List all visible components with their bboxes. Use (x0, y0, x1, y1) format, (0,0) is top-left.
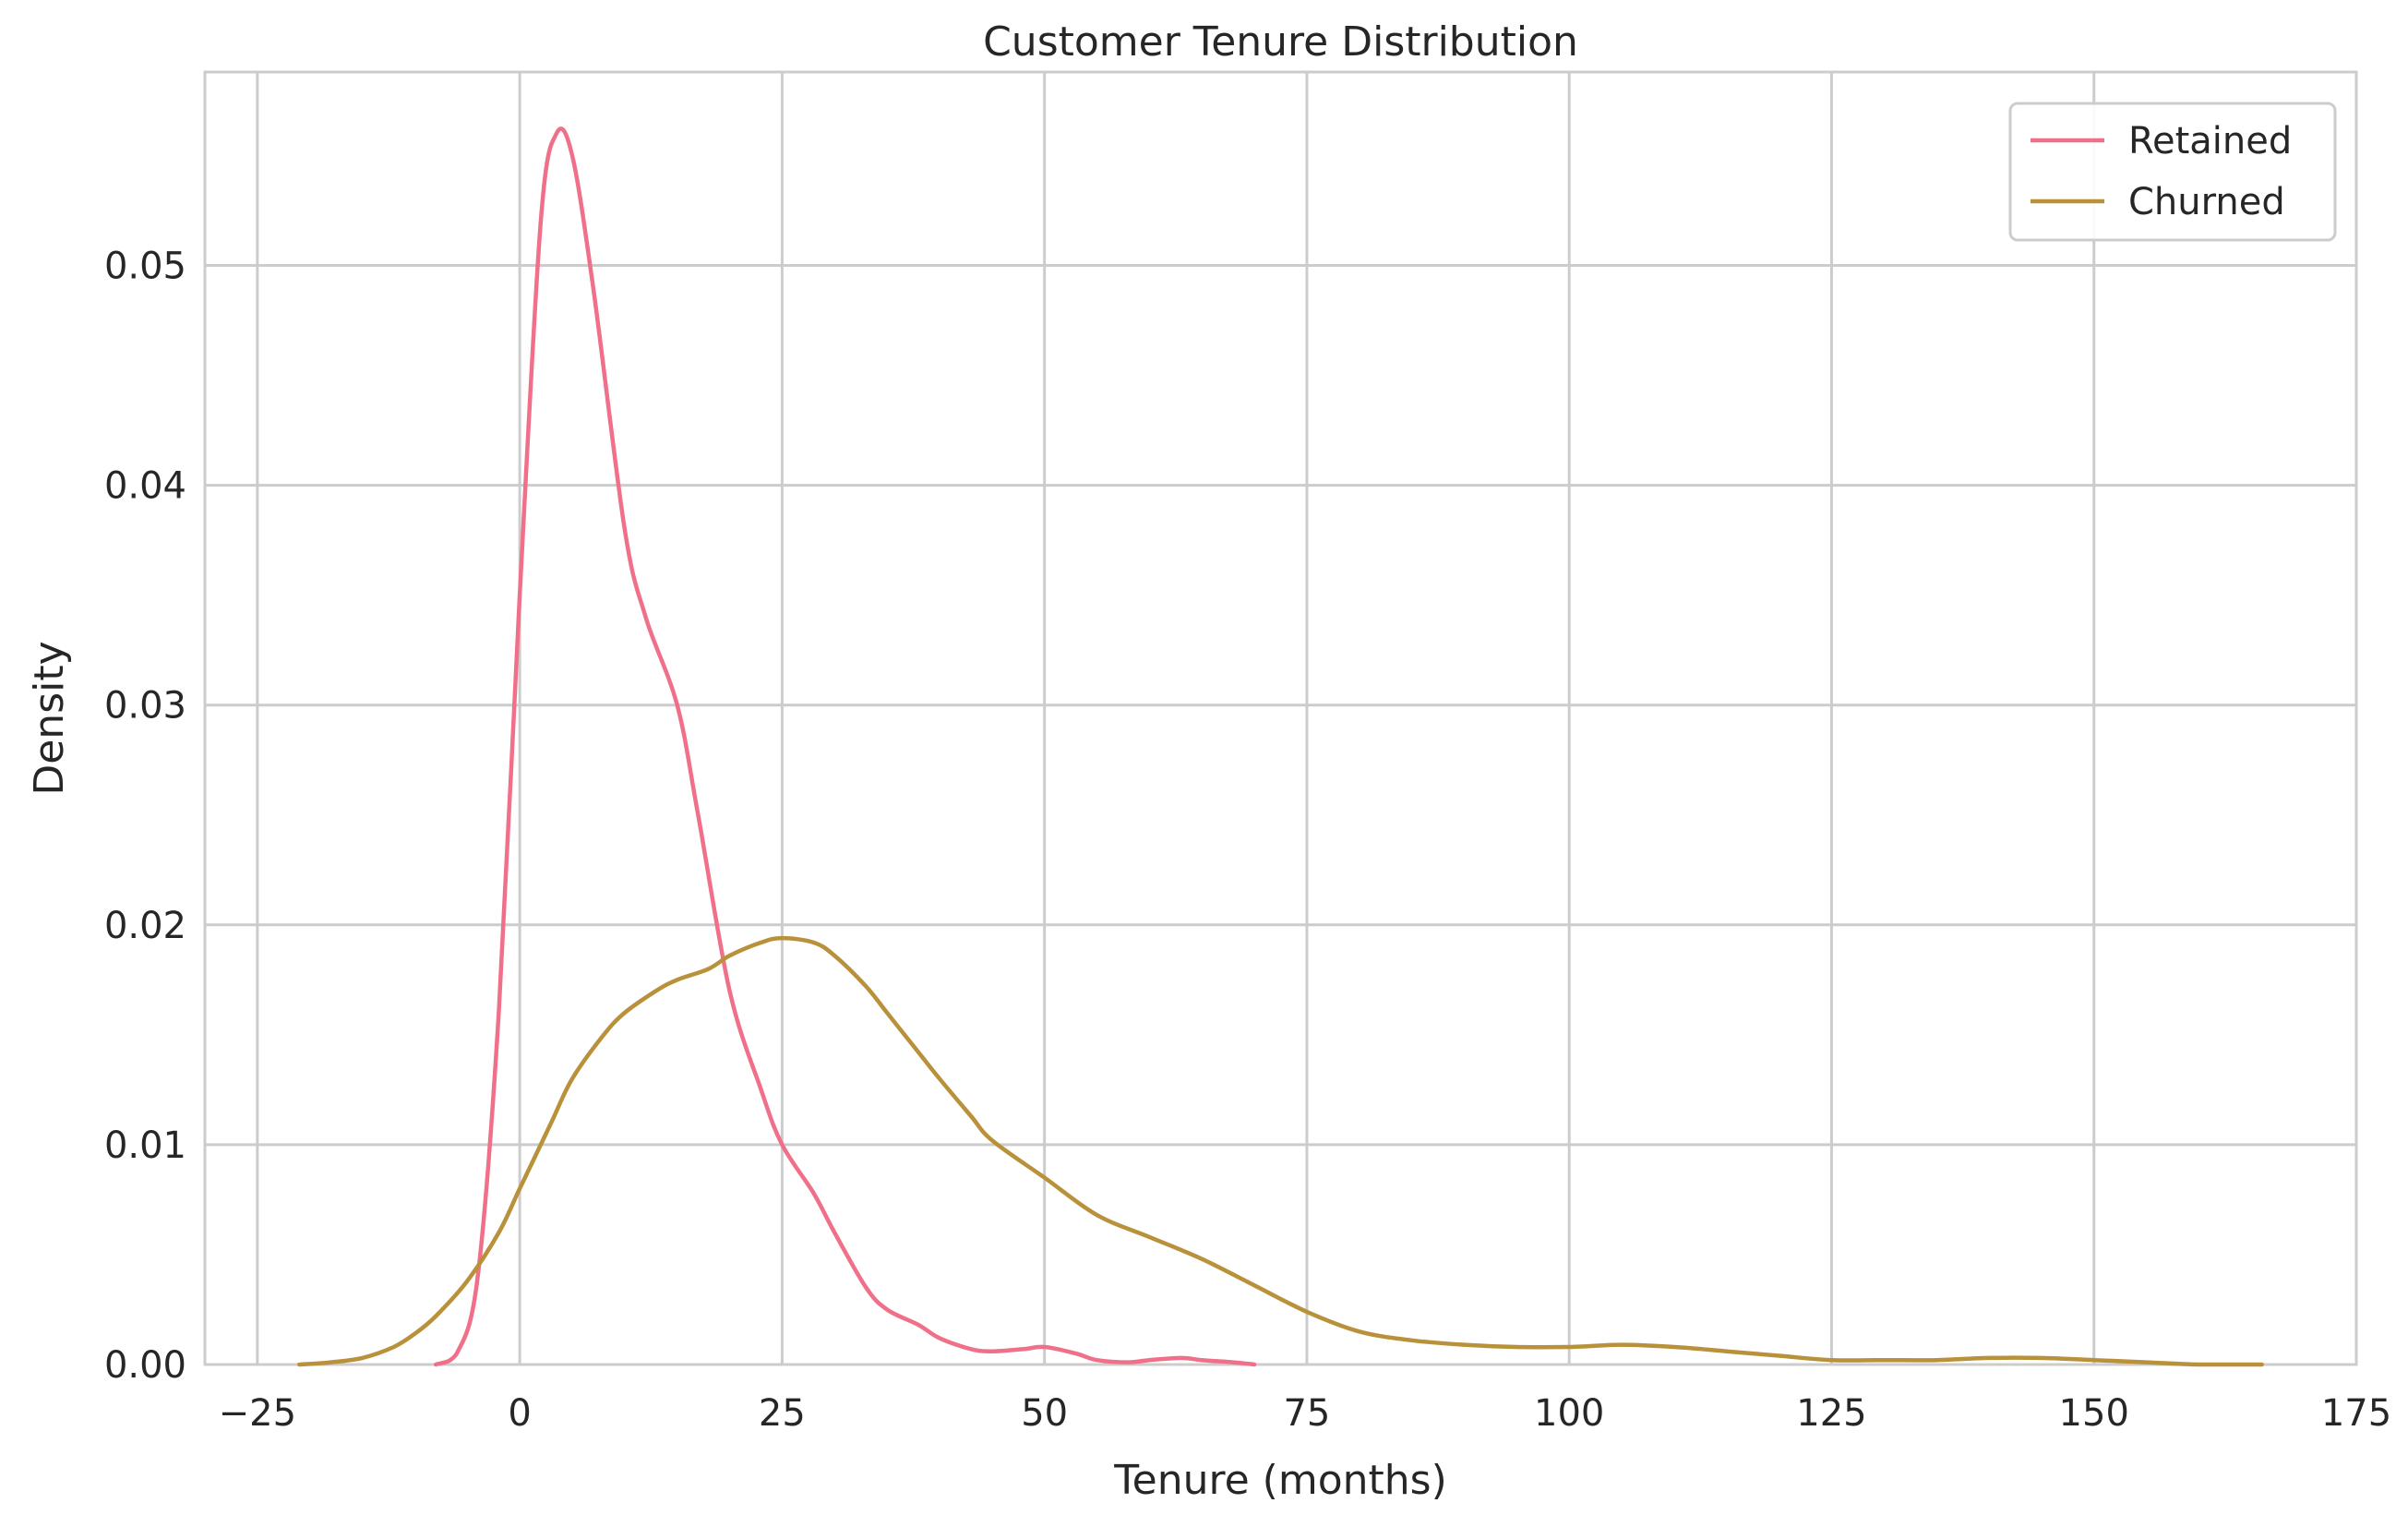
legend-label-churned: Churned (2128, 181, 2285, 223)
x-tick-label: 0 (508, 1392, 531, 1435)
chart-title: Customer Tenure Distribution (983, 18, 1578, 66)
legend-frame (2008, 102, 2337, 242)
y-tick-label: 0.02 (104, 905, 186, 947)
y-axis-ticks: 0.00 0.01 0.02 0.03 0.04 0.05 (104, 246, 186, 1387)
x-axis-title: Tenure (months) (1113, 1457, 1447, 1504)
y-axis-title: Density (26, 641, 73, 795)
x-tick-label: 100 (1534, 1392, 1604, 1435)
grid-lines (205, 72, 2356, 1365)
y-tick-label: 0.01 (104, 1124, 186, 1167)
y-tick-label: 0.04 (104, 465, 186, 508)
x-axis-ticks: −25 0 25 50 75 100 125 150 175 (219, 1392, 2392, 1435)
plot-frame (203, 70, 2358, 1366)
x-tick-label: 125 (1796, 1392, 1866, 1435)
x-tick-label: 150 (2059, 1392, 2129, 1435)
series-line-churned (297, 935, 2264, 1367)
x-tick-label: 175 (2321, 1392, 2391, 1435)
y-tick-label: 0.00 (104, 1344, 186, 1387)
y-tick-label: 0.03 (104, 685, 186, 727)
x-tick-label: −25 (219, 1392, 296, 1435)
y-tick-label: 0.05 (104, 246, 186, 288)
series-line-retained (433, 126, 1257, 1367)
legend-label-retained: Retained (2128, 120, 2292, 162)
x-tick-label: 75 (1283, 1392, 1330, 1435)
legend: Retained Churned (2008, 102, 2337, 242)
x-tick-label: 25 (759, 1392, 806, 1435)
x-tick-label: 50 (1021, 1392, 1068, 1435)
series-layer (297, 126, 2264, 1367)
